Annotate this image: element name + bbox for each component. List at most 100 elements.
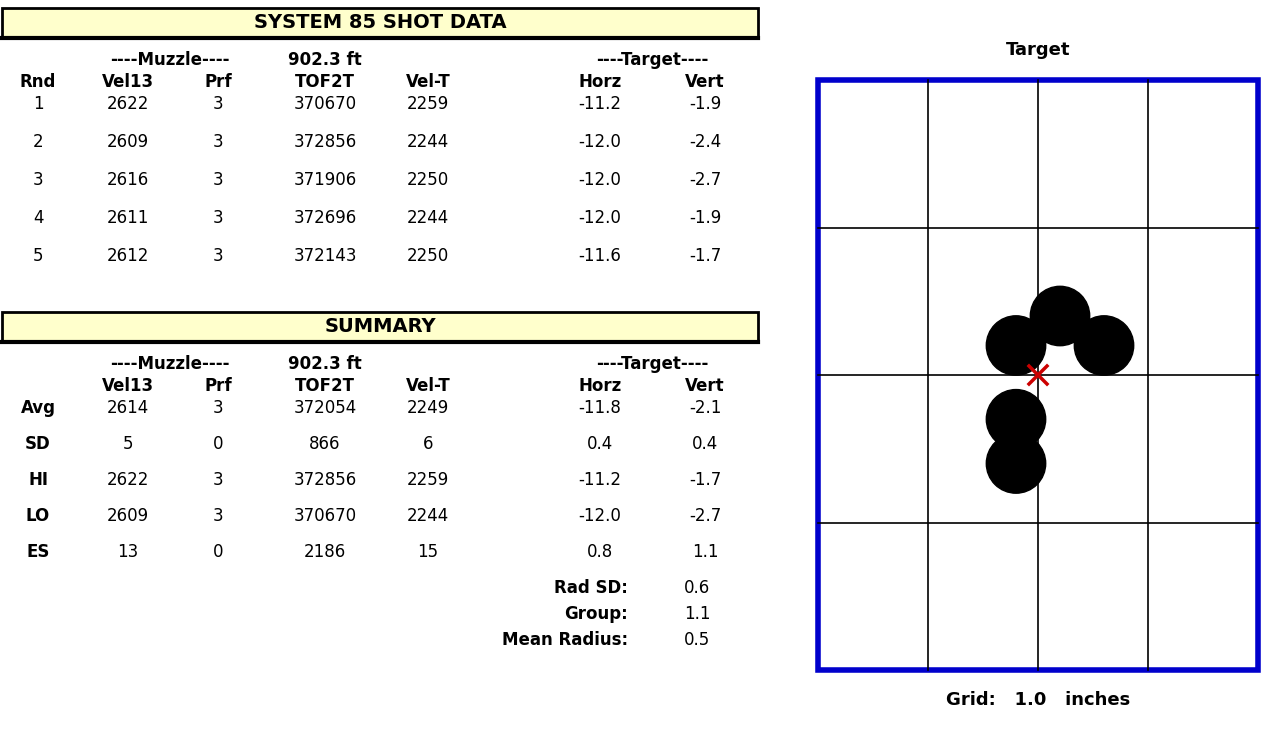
Text: 3: 3: [212, 507, 224, 525]
Text: HI: HI: [28, 471, 48, 489]
Text: Prf: Prf: [205, 377, 232, 395]
Text: 2614: 2614: [107, 399, 149, 417]
Text: 0: 0: [212, 435, 224, 453]
Text: 0.5: 0.5: [684, 631, 710, 649]
Text: Avg: Avg: [20, 399, 56, 417]
Text: -2.4: -2.4: [689, 133, 721, 151]
FancyBboxPatch shape: [3, 8, 758, 38]
Text: 3: 3: [212, 133, 224, 151]
Text: -11.6: -11.6: [579, 247, 622, 265]
Text: 372856: 372856: [294, 133, 356, 151]
Text: 13: 13: [117, 543, 139, 561]
Text: 2249: 2249: [407, 399, 449, 417]
Text: -12.0: -12.0: [579, 507, 622, 525]
Text: 3: 3: [212, 171, 224, 189]
Text: Rnd: Rnd: [20, 73, 56, 91]
Text: ES: ES: [27, 543, 50, 561]
Text: 2609: 2609: [107, 507, 149, 525]
Text: 2611: 2611: [107, 209, 149, 227]
Text: 5: 5: [33, 247, 43, 265]
Text: 1.1: 1.1: [684, 605, 710, 623]
Text: Horz: Horz: [579, 73, 622, 91]
Text: -11.2: -11.2: [579, 95, 622, 113]
Text: ----Target----: ----Target----: [595, 51, 709, 69]
Text: -1.9: -1.9: [689, 95, 721, 113]
Text: Vel-T: Vel-T: [406, 73, 450, 91]
Text: 2259: 2259: [407, 95, 449, 113]
Circle shape: [986, 389, 1046, 449]
Text: 866: 866: [309, 435, 341, 453]
Text: 2186: 2186: [304, 543, 346, 561]
Text: 2612: 2612: [107, 247, 149, 265]
Text: 0.4: 0.4: [586, 435, 613, 453]
Text: 1.1: 1.1: [692, 543, 719, 561]
Text: Rad SD:: Rad SD:: [555, 579, 628, 597]
Text: 15: 15: [417, 543, 439, 561]
Circle shape: [1075, 316, 1133, 375]
Text: 5: 5: [123, 435, 134, 453]
Text: 3: 3: [212, 209, 224, 227]
Text: 2250: 2250: [407, 171, 449, 189]
FancyBboxPatch shape: [818, 80, 1258, 670]
Text: 0.4: 0.4: [692, 435, 719, 453]
Text: -2.7: -2.7: [689, 171, 721, 189]
Text: Vert: Vert: [686, 73, 725, 91]
Text: Group:: Group:: [565, 605, 628, 623]
Text: -1.9: -1.9: [689, 209, 721, 227]
Text: ----Muzzle----: ----Muzzle----: [111, 51, 230, 69]
Text: ----Target----: ----Target----: [595, 355, 709, 373]
Text: 2244: 2244: [407, 507, 449, 525]
Text: Horz: Horz: [579, 377, 622, 395]
Text: 902.3 ft: 902.3 ft: [289, 51, 361, 69]
Text: 3: 3: [33, 171, 43, 189]
Circle shape: [986, 433, 1046, 494]
Text: Vert: Vert: [686, 377, 725, 395]
Text: 902.3 ft: 902.3 ft: [289, 355, 361, 373]
Text: TOF2T: TOF2T: [295, 377, 355, 395]
Text: Grid:   1.0   inches: Grid: 1.0 inches: [946, 691, 1130, 709]
Text: 3: 3: [212, 95, 224, 113]
Text: 2622: 2622: [107, 471, 149, 489]
Text: SD: SD: [25, 435, 51, 453]
Text: 0: 0: [212, 543, 224, 561]
Text: 1: 1: [33, 95, 43, 113]
Text: -2.1: -2.1: [689, 399, 721, 417]
Text: Mean Radius:: Mean Radius:: [502, 631, 628, 649]
Text: LO: LO: [25, 507, 50, 525]
Text: 2250: 2250: [407, 247, 449, 265]
Text: Vel-T: Vel-T: [406, 377, 450, 395]
Text: 0.6: 0.6: [684, 579, 710, 597]
Text: 2244: 2244: [407, 209, 449, 227]
Circle shape: [1030, 286, 1090, 346]
Text: 370670: 370670: [294, 95, 356, 113]
Text: -2.7: -2.7: [689, 507, 721, 525]
Text: 370670: 370670: [294, 507, 356, 525]
Text: ----Muzzle----: ----Muzzle----: [111, 355, 230, 373]
Text: Vel13: Vel13: [102, 377, 154, 395]
Text: 372696: 372696: [294, 209, 356, 227]
Text: 0.8: 0.8: [586, 543, 613, 561]
Text: -11.8: -11.8: [579, 399, 622, 417]
Text: -12.0: -12.0: [579, 133, 622, 151]
Text: 372856: 372856: [294, 471, 356, 489]
Text: Vel13: Vel13: [102, 73, 154, 91]
Text: 2609: 2609: [107, 133, 149, 151]
Text: SYSTEM 85 SHOT DATA: SYSTEM 85 SHOT DATA: [253, 13, 506, 32]
Text: -1.7: -1.7: [689, 471, 721, 489]
Text: 2: 2: [33, 133, 43, 151]
Text: 2622: 2622: [107, 95, 149, 113]
Circle shape: [986, 316, 1046, 375]
Text: SUMMARY: SUMMARY: [324, 317, 436, 337]
Text: 6: 6: [422, 435, 434, 453]
Text: Prf: Prf: [205, 73, 232, 91]
Text: 2616: 2616: [107, 171, 149, 189]
Text: 3: 3: [212, 399, 224, 417]
Text: -12.0: -12.0: [579, 171, 622, 189]
Text: -11.2: -11.2: [579, 471, 622, 489]
Text: 2244: 2244: [407, 133, 449, 151]
Text: 372143: 372143: [294, 247, 356, 265]
Text: 372054: 372054: [294, 399, 356, 417]
Text: 3: 3: [212, 247, 224, 265]
Text: 4: 4: [33, 209, 43, 227]
Text: Target: Target: [1006, 41, 1070, 59]
